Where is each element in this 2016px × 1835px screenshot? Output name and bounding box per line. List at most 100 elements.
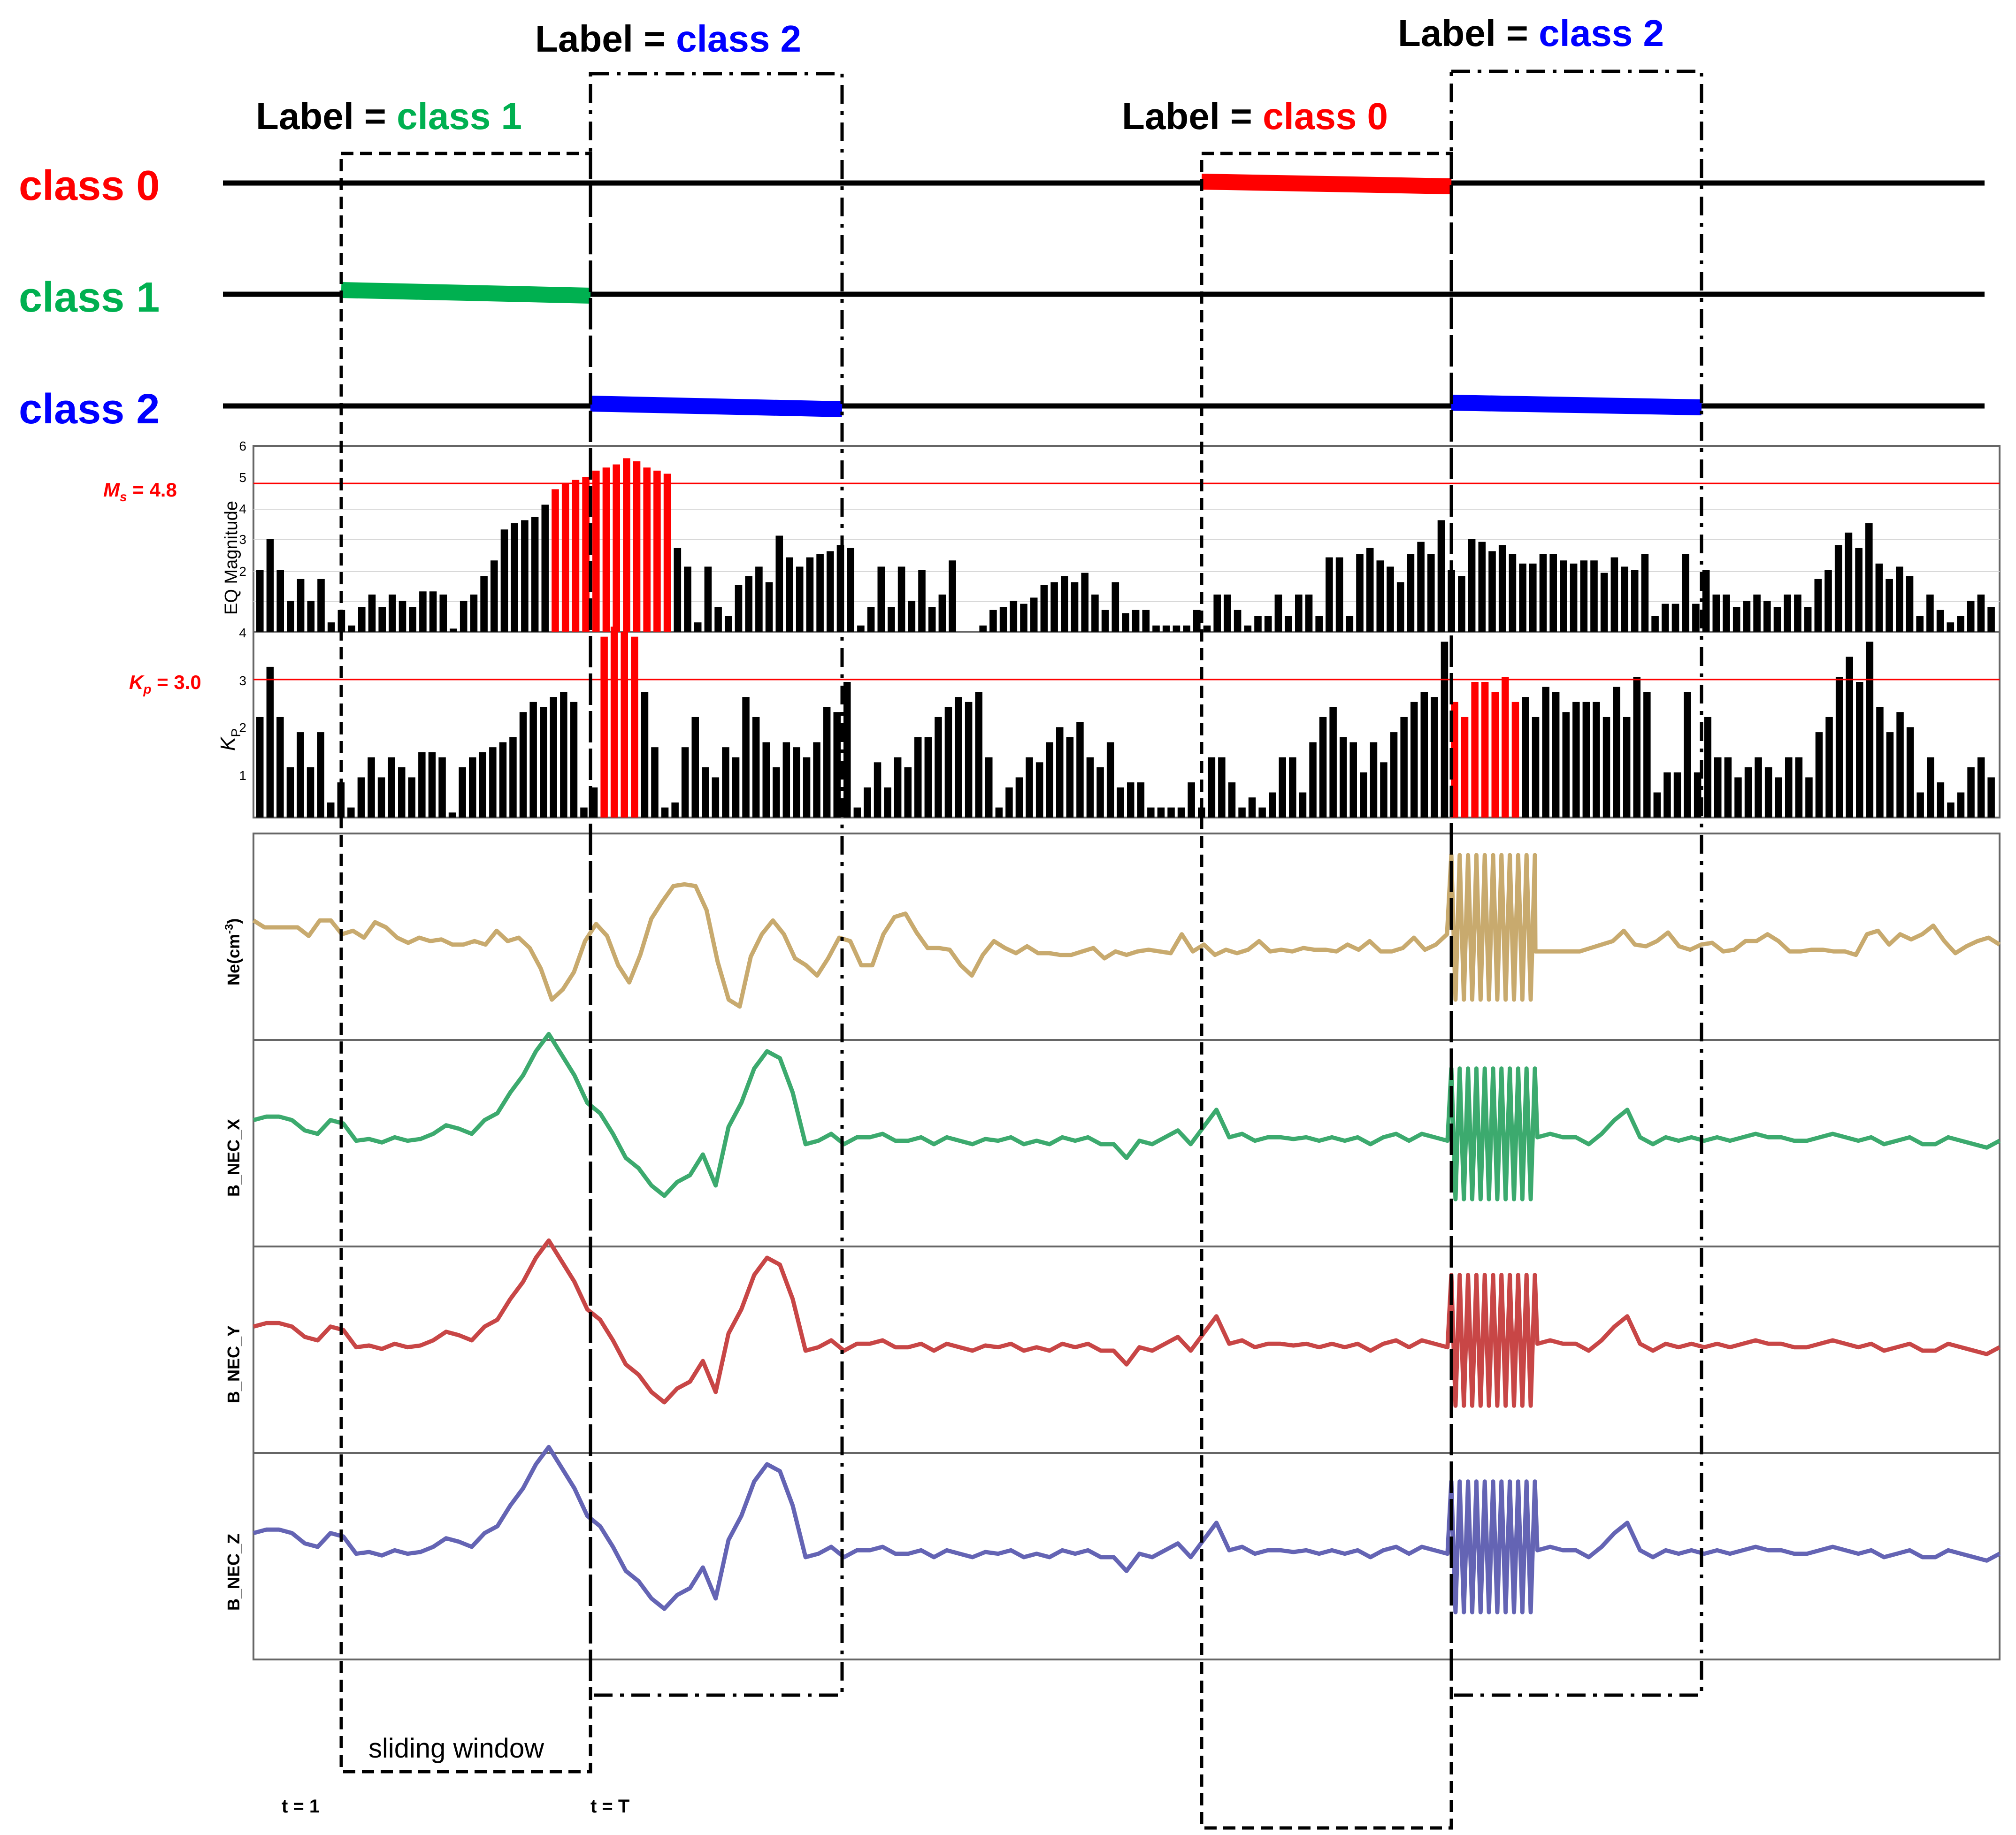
bar [623,458,630,632]
bar [529,702,537,818]
bar [378,607,386,632]
bar [793,747,800,818]
bar [643,467,651,632]
bar [1613,687,1620,818]
bar [752,717,760,818]
bar [448,812,456,818]
bar [1020,604,1027,632]
window1-label: Label = class 1 [256,95,522,137]
bar [1865,523,1873,632]
bar [1096,767,1104,818]
bar [1106,742,1114,818]
bar [1824,570,1832,632]
bar [1744,767,1752,818]
bar [1417,542,1425,632]
bar [979,625,987,632]
bar [1734,777,1742,818]
bar [519,712,527,818]
bar [479,752,486,818]
bar [897,566,905,632]
window4-label: Label = class 2 [1398,12,1664,54]
bar [762,742,770,818]
bar [1936,610,1944,632]
bar [1623,717,1631,818]
bar [1906,576,1914,632]
bar [317,732,324,818]
bar [773,767,780,818]
bar [1562,712,1570,818]
bar [1335,557,1343,632]
bar [1805,777,1813,818]
bar [1643,692,1651,818]
bar [965,702,973,818]
bar [572,480,580,632]
signal-lines [252,853,2001,1614]
bar [1468,539,1476,632]
bar [827,551,834,632]
bar [408,777,415,818]
bar [867,607,875,632]
bar [1804,607,1812,632]
bar [1326,557,1333,632]
bar [1132,610,1140,632]
bar [600,636,608,818]
bar [1346,616,1354,632]
bar [975,692,982,818]
bar [1641,554,1649,632]
svg-text:5: 5 [239,470,246,485]
bar [1471,682,1479,818]
bar [1763,601,1771,632]
bar [1147,807,1155,818]
bar [691,717,699,818]
bar [1046,742,1053,818]
t-end-label: t = T [590,1796,629,1817]
bar [388,757,395,818]
bar [540,707,547,818]
bar [1015,777,1023,818]
bar [1387,566,1394,632]
bar [1957,792,1965,818]
bar [1631,570,1639,632]
bar [1906,727,1914,818]
bar [1356,554,1364,632]
bar [1755,757,1762,818]
bar [1967,601,1975,632]
bar [1461,717,1469,818]
bar [874,762,882,818]
eq-ticks: 6 5 4 3 2 4 [239,439,246,640]
bar [702,767,709,818]
bar [276,570,284,632]
bar [590,787,598,818]
bar [499,742,507,818]
bar [1248,797,1256,818]
bar [1026,757,1033,818]
bar [1035,762,1043,818]
bar [1552,692,1560,818]
bar [1621,566,1628,632]
bar [610,627,618,818]
bar [489,747,497,818]
bar [570,702,578,818]
bar [347,807,355,818]
bar [1431,697,1438,818]
bar [1651,616,1659,632]
bar [1785,757,1793,818]
bar [924,737,932,818]
bar [418,752,426,818]
bar [671,802,679,818]
kp-ticks: 3 2 1 [239,673,246,783]
bar [1488,551,1496,632]
bar [1987,607,1995,632]
bar [1916,616,1924,632]
bar [1916,792,1924,818]
bar [561,483,569,632]
bar [500,529,508,632]
bar [1407,554,1415,632]
bar [1509,554,1517,632]
bar [735,585,743,632]
bar [1825,717,1833,818]
bar [928,607,936,632]
bar [399,601,406,632]
bar [1815,732,1823,818]
bar [1244,625,1252,632]
